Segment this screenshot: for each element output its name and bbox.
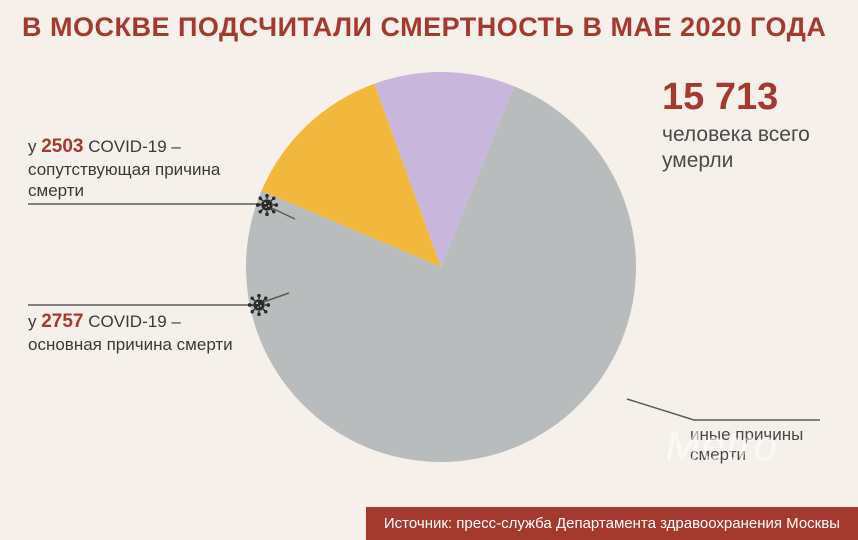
virus-icon (256, 194, 278, 216)
total-number: 15 713 (662, 78, 832, 116)
page-title: В МОСКВЕ ПОДСЧИТАЛИ СМЕРТНОСТЬ В МАЕ 202… (22, 12, 826, 43)
label-comorbid: у 2503 COVID-19 – сопутствующая причина … (28, 135, 238, 201)
virus-icon (248, 294, 270, 316)
source-attribution: Источник: пресс-служба Департамента здра… (366, 507, 858, 540)
pie-chart (246, 72, 636, 462)
label-primary: у 2757 COVID-19 – основная причина смерт… (28, 310, 238, 355)
leader-line-other (627, 399, 820, 420)
label-other: иные причины смерти (690, 425, 830, 466)
total-deaths: 15 713 человека всего умерли (662, 78, 832, 175)
total-label: человека всего умерли (662, 122, 832, 175)
